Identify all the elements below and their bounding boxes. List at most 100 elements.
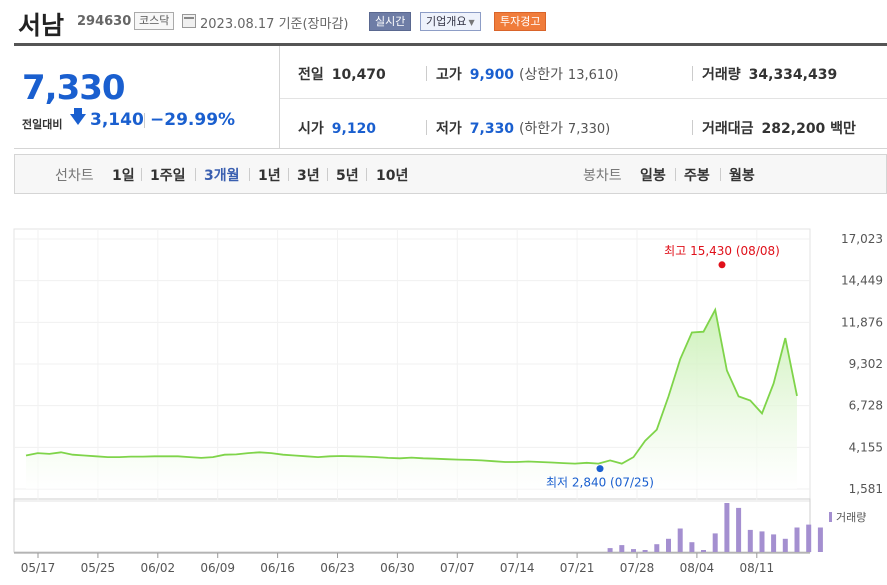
divider bbox=[426, 66, 427, 81]
tab-weekly-candle[interactable]: 주봉 bbox=[684, 168, 710, 184]
high-annotation: 최고 15,430 (08/08) bbox=[664, 244, 780, 258]
volume-bar bbox=[712, 533, 718, 552]
current-price: 7,330 bbox=[22, 68, 126, 108]
candle-chart-label: 봉차트 bbox=[583, 168, 622, 184]
divider bbox=[327, 168, 328, 181]
tab-1year[interactable]: 1년 bbox=[258, 168, 281, 184]
volume-bar bbox=[642, 550, 648, 552]
y-tick-label: 14,449 bbox=[841, 274, 883, 288]
open-value: 9,120 bbox=[331, 121, 377, 137]
divider bbox=[720, 168, 721, 181]
trade-value: 거래대금 282,200 백만 bbox=[702, 118, 856, 138]
volume-bar bbox=[689, 542, 695, 552]
calendar-icon bbox=[182, 14, 196, 28]
volume: 거래량 34,334,439 bbox=[702, 64, 837, 84]
tab-monthly-candle[interactable]: 월봉 bbox=[729, 168, 755, 184]
volume-bar bbox=[701, 550, 706, 552]
upper-limit-value: 13,610) bbox=[567, 68, 619, 83]
low-value: 7,330 bbox=[469, 121, 515, 137]
divider bbox=[692, 120, 693, 135]
volume-bar bbox=[782, 538, 788, 552]
volume-bar bbox=[747, 529, 753, 552]
tab-1day[interactable]: 1일 bbox=[112, 168, 135, 184]
open-label: 시가 bbox=[298, 121, 324, 137]
prev-close: 전일 10,470 bbox=[298, 64, 386, 84]
x-tick-label: 07/28 bbox=[620, 561, 655, 575]
x-tick-label: 07/14 bbox=[500, 561, 535, 575]
x-tick-label: 07/21 bbox=[560, 561, 595, 575]
change-percent: −29.99% bbox=[150, 110, 236, 130]
high-marker bbox=[718, 261, 726, 269]
price-chart-svg: 17,023 14,449 11,876 9,302 6,728 4,155 1,581 05… bbox=[13, 228, 883, 575]
stock-name: 서남 bbox=[18, 11, 65, 40]
current-price-box: 7,330 전일대비 3,140 −29.99% bbox=[14, 46, 280, 149]
price-area bbox=[26, 309, 797, 489]
trade-value-label: 거래대금 bbox=[702, 121, 754, 137]
volume-bar bbox=[619, 545, 625, 552]
open-price: 시가 9,120 bbox=[298, 118, 376, 138]
divider bbox=[195, 168, 196, 181]
investment-warning-badge[interactable]: 투자경고 bbox=[494, 12, 547, 31]
volume-bar bbox=[631, 549, 636, 552]
quote-date: 2023.08.17 기준(장마감) bbox=[200, 17, 349, 32]
tab-1week[interactable]: 1주일 bbox=[150, 168, 186, 184]
upper-limit-label: (상한가 bbox=[518, 67, 564, 83]
realtime-button[interactable]: 실시간 bbox=[369, 12, 412, 31]
divider bbox=[249, 168, 250, 181]
low-annotation: 최저 2,840 (07/25) bbox=[546, 476, 654, 490]
y-tick-label: 4,155 bbox=[849, 440, 883, 454]
high-label: 고가 bbox=[436, 67, 462, 83]
volume-bar bbox=[736, 507, 742, 552]
x-tick-label: 08/04 bbox=[680, 561, 715, 575]
volume-value: 34,334,439 bbox=[748, 67, 838, 83]
tab-3year[interactable]: 3년 bbox=[297, 168, 320, 184]
company-overview-dropdown[interactable]: 기업개요 ▼ bbox=[420, 12, 481, 31]
x-tick-label: 07/07 bbox=[440, 561, 475, 575]
trade-value-amount: 282,200 백만 bbox=[761, 121, 856, 137]
volume-bar bbox=[771, 534, 777, 552]
divider bbox=[144, 113, 145, 128]
divider bbox=[141, 168, 142, 181]
high-price: 고가 9,900 (상한가 13,610) bbox=[436, 64, 618, 84]
market-badge: 코스닥 bbox=[134, 12, 175, 30]
x-tick-label: 06/09 bbox=[200, 561, 235, 575]
x-tick-label: 08/11 bbox=[740, 561, 775, 575]
y-tick-label: 11,876 bbox=[841, 315, 883, 329]
quote-panel: 7,330 전일대비 3,140 −29.99% 전일 10,470 고가 9,90… bbox=[14, 46, 887, 149]
volume-bar bbox=[759, 531, 765, 552]
volume-bar bbox=[607, 548, 613, 552]
divider bbox=[675, 168, 676, 181]
tab-3month[interactable]: 3개월 bbox=[204, 168, 240, 184]
stock-code: 294630 bbox=[77, 14, 132, 29]
y-tick-label: 1,581 bbox=[849, 482, 883, 496]
stock-header: 서남 294630 코스닥 2023.08.17 기준(장마감) 실시간 기업개… bbox=[0, 0, 887, 42]
volume-legend-swatch bbox=[829, 512, 832, 522]
volume-legend-label: 거래량 bbox=[836, 511, 866, 524]
y-tick-label: 17,023 bbox=[841, 232, 883, 246]
x-tick-label: 06/23 bbox=[320, 561, 355, 575]
x-tick-label: 06/02 bbox=[141, 561, 176, 575]
tab-5year[interactable]: 5년 bbox=[336, 168, 359, 184]
x-tick-label: 06/16 bbox=[260, 561, 295, 575]
company-overview-label: 기업개요 bbox=[426, 15, 467, 28]
low-marker bbox=[596, 465, 604, 473]
divider bbox=[366, 168, 367, 181]
tab-daily-candle[interactable]: 일봉 bbox=[640, 168, 666, 184]
volume-bar bbox=[666, 538, 671, 552]
volume-bar bbox=[794, 527, 800, 552]
x-tick-label: 06/30 bbox=[380, 561, 415, 575]
volume-bar bbox=[806, 524, 812, 552]
volume-bar bbox=[654, 544, 660, 552]
lower-limit-value: 7,330) bbox=[567, 122, 611, 137]
volume-bar bbox=[724, 503, 730, 552]
prev-close-label: 전일 bbox=[298, 67, 324, 83]
volume-bar bbox=[677, 528, 683, 552]
change-label: 전일대비 bbox=[22, 118, 63, 131]
change-amount: 3,140 bbox=[90, 110, 144, 130]
divider bbox=[692, 66, 693, 81]
volume-bar bbox=[817, 527, 823, 552]
tab-10year[interactable]: 10년 bbox=[376, 168, 409, 184]
chart-tab-bar: 선차트 1일 1주일 3개월 1년 3년 5년 10년 봉차트 일봉 주봉 월봉 bbox=[14, 154, 887, 194]
low-price: 저가 7,330 (하한가 7,330) bbox=[436, 118, 610, 138]
lower-limit-label: (하한가 bbox=[518, 121, 564, 137]
